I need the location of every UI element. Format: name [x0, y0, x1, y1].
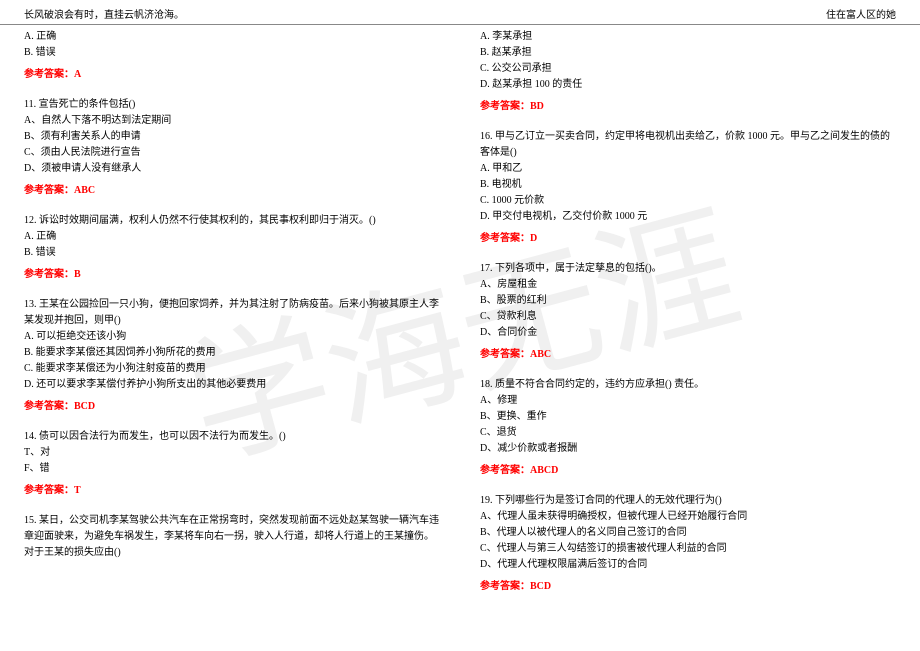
question-text: 14. 债可以因合法行为而发生，也可以因不法行为而发生。(): [24, 429, 440, 445]
option: A. 正确: [24, 229, 440, 245]
question-text: 15. 某日，公交司机李某驾驶公共汽车在正常拐弯时，突然发现前面不远处赵某驾驶一…: [24, 513, 440, 561]
answer: 参考答案：D: [480, 231, 896, 247]
question-options: A. 正确B. 错误: [24, 229, 440, 261]
question-text: 19. 下列哪些行为是签订合同的代理人的无效代理行为(): [480, 493, 896, 509]
option: D. 甲交付电视机，乙交付价款 1000 元: [480, 209, 896, 225]
option: B、代理人以被代理人的名义同自己签订的合同: [480, 525, 896, 541]
question-block: 15. 某日，公交司机李某驾驶公共汽车在正常拐弯时，突然发现前面不远处赵某驾驶一…: [24, 513, 440, 561]
option: A、修理: [480, 393, 896, 409]
option: A、房屋租金: [480, 277, 896, 293]
option: B、股票的红利: [480, 293, 896, 309]
option: B. 错误: [24, 45, 440, 61]
question-block: 14. 债可以因合法行为而发生，也可以因不法行为而发生。()T、对F、错参考答案…: [24, 429, 440, 499]
question-block: 17. 下列各项中，属于法定孳息的包括()。A、房屋租金B、股票的红利C、贷款利…: [480, 261, 896, 363]
answer: 参考答案：A: [24, 67, 440, 83]
option: A、代理人虽未获得明确授权，但被代理人已经开始履行合同: [480, 509, 896, 525]
answer: 参考答案：ABC: [480, 347, 896, 363]
left-column: A. 正确B. 错误参考答案：A11. 宣告死亡的条件包括()A、自然人下落不明…: [24, 29, 440, 609]
option: A. 可以拒绝交还该小狗: [24, 329, 440, 345]
answer: 参考答案：ABC: [24, 183, 440, 199]
option: T、对: [24, 445, 440, 461]
option: C. 能要求李某偿还为小狗注射疫苗的费用: [24, 361, 440, 377]
question-block: 11. 宣告死亡的条件包括()A、自然人下落不明达到法定期间B、须有利害关系人的…: [24, 97, 440, 199]
option: D、代理人代理权限届满后签订的合同: [480, 557, 896, 573]
question-block: 12. 诉讼时效期间届满，权利人仍然不行使其权利的，其民事权利即归于消灭。()A…: [24, 213, 440, 283]
question-options: A、代理人虽未获得明确授权，但被代理人已经开始履行合同B、代理人以被代理人的名义…: [480, 509, 896, 573]
option: C. 1000 元价款: [480, 193, 896, 209]
question-text: 12. 诉讼时效期间届满，权利人仍然不行使其权利的，其民事权利即归于消灭。(): [24, 213, 440, 229]
option: D、合同价金: [480, 325, 896, 341]
option: A. 李某承担: [480, 29, 896, 45]
option: B. 错误: [24, 245, 440, 261]
option: A、自然人下落不明达到法定期间: [24, 113, 440, 129]
question-options: A. 甲和乙B. 电视机C. 1000 元价款D. 甲交付电视机，乙交付价款 1…: [480, 161, 896, 225]
question-options: A、修理B、更换、重作C、退货D、减少价款或者报酬: [480, 393, 896, 457]
question-block: 13. 王某在公园捡回一只小狗，便抱回家饲养，并为其注射了防病疫苗。后来小狗被其…: [24, 297, 440, 415]
answer: 参考答案：BD: [480, 99, 896, 115]
question-text: 16. 甲与乙订立一买卖合同，约定甲将电视机出卖给乙，价款 1000 元。甲与乙…: [480, 129, 896, 161]
question-block: A. 李某承担B. 赵某承担C. 公交公司承担D. 赵某承担 100 的责任参考…: [480, 29, 896, 115]
question-options: T、对F、错: [24, 445, 440, 477]
option: D、减少价款或者报酬: [480, 441, 896, 457]
option: B. 能要求李某偿还其因饲养小狗所花的费用: [24, 345, 440, 361]
question-text: 13. 王某在公园捡回一只小狗，便抱回家饲养，并为其注射了防病疫苗。后来小狗被其…: [24, 297, 440, 329]
header-left: 长风破浪会有时，直挂云帆济沧海。: [24, 6, 184, 21]
answer: 参考答案：BCD: [480, 579, 896, 595]
answer: 参考答案：BCD: [24, 399, 440, 415]
answer: 参考答案：B: [24, 267, 440, 283]
question-options: A、房屋租金B、股票的红利C、贷款利息D、合同价金: [480, 277, 896, 341]
option: F、错: [24, 461, 440, 477]
question-block: A. 正确B. 错误参考答案：A: [24, 29, 440, 83]
question-text: 18. 质量不符合合同约定的，违约方应承担() 责任。: [480, 377, 896, 393]
option: B. 电视机: [480, 177, 896, 193]
option: B、更换、重作: [480, 409, 896, 425]
question-block: 16. 甲与乙订立一买卖合同，约定甲将电视机出卖给乙，价款 1000 元。甲与乙…: [480, 129, 896, 247]
option: C、须由人民法院进行宣告: [24, 145, 440, 161]
option: C、退货: [480, 425, 896, 441]
option: D. 赵某承担 100 的责任: [480, 77, 896, 93]
question-options: A、自然人下落不明达到法定期间B、须有利害关系人的申请C、须由人民法院进行宣告D…: [24, 113, 440, 177]
option: B、须有利害关系人的申请: [24, 129, 440, 145]
content: A. 正确B. 错误参考答案：A11. 宣告死亡的条件包括()A、自然人下落不明…: [0, 25, 920, 613]
question-text: 11. 宣告死亡的条件包括(): [24, 97, 440, 113]
question-options: A. 可以拒绝交还该小狗B. 能要求李某偿还其因饲养小狗所花的费用C. 能要求李…: [24, 329, 440, 393]
question-text: 17. 下列各项中，属于法定孳息的包括()。: [480, 261, 896, 277]
page-header: 长风破浪会有时，直挂云帆济沧海。 住在富人区的她: [0, 0, 920, 25]
option: B. 赵某承担: [480, 45, 896, 61]
question-block: 19. 下列哪些行为是签订合同的代理人的无效代理行为()A、代理人虽未获得明确授…: [480, 493, 896, 595]
option: D、须被申请人没有继承人: [24, 161, 440, 177]
answer: 参考答案：ABCD: [480, 463, 896, 479]
option: A. 正确: [24, 29, 440, 45]
question-options: A. 正确B. 错误: [24, 29, 440, 61]
header-right: 住在富人区的她: [826, 6, 896, 21]
question-options: A. 李某承担B. 赵某承担C. 公交公司承担D. 赵某承担 100 的责任: [480, 29, 896, 93]
question-block: 18. 质量不符合合同约定的，违约方应承担() 责任。A、修理B、更换、重作C、…: [480, 377, 896, 479]
option: C. 公交公司承担: [480, 61, 896, 77]
right-column: A. 李某承担B. 赵某承担C. 公交公司承担D. 赵某承担 100 的责任参考…: [480, 29, 896, 609]
option: A. 甲和乙: [480, 161, 896, 177]
option: C、贷款利息: [480, 309, 896, 325]
option: D. 还可以要求李某偿付养护小狗所支出的其他必要费用: [24, 377, 440, 393]
answer: 参考答案：T: [24, 483, 440, 499]
option: C、代理人与第三人勾结签订的损害被代理人利益的合同: [480, 541, 896, 557]
